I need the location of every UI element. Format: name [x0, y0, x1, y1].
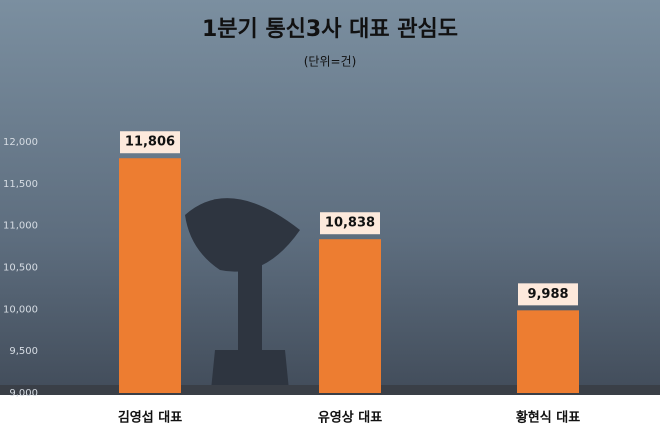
- bar: [319, 239, 381, 393]
- x-tick-label: 황현식 대표: [516, 410, 580, 426]
- x-tick-label: 김영섭 대표: [118, 411, 182, 426]
- y-tick-label: 10,500: [3, 263, 38, 274]
- x-tick-label: 유영상 대표: [318, 411, 382, 426]
- category-band: [0, 395, 660, 437]
- y-tick-label: 11,000: [3, 221, 38, 232]
- value-label: 9,988: [527, 287, 568, 302]
- value-label: 10,838: [325, 216, 375, 231]
- bar: [517, 310, 579, 393]
- y-tick-label: 11,500: [3, 179, 38, 190]
- bar: [119, 158, 181, 393]
- value-label-box: [518, 283, 578, 306]
- value-label: 11,806: [125, 135, 175, 150]
- value-label-box: [120, 131, 180, 154]
- y-tick-label: 12,000: [3, 137, 38, 148]
- y-tick-label: 9,500: [9, 346, 38, 357]
- y-tick-label: 9,000: [9, 388, 38, 399]
- value-label-box: [320, 212, 380, 235]
- chart-subtitle: (단위=건): [304, 55, 357, 69]
- y-tick-label: 10,000: [3, 304, 38, 315]
- chart-title: 1분기 통신3사 대표 관심도: [202, 17, 458, 42]
